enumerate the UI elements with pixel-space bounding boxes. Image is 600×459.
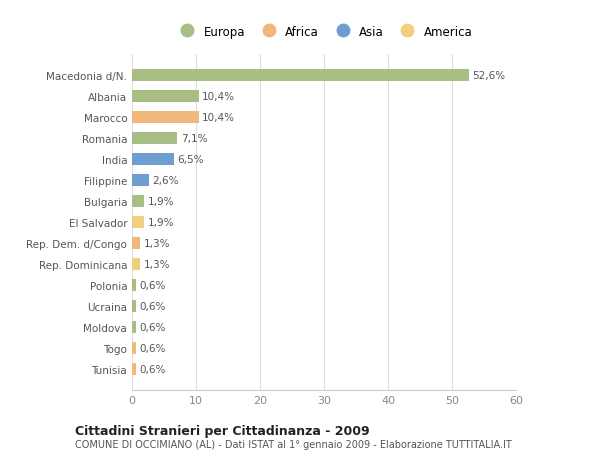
- Bar: [132, 322, 136, 333]
- Text: 0,6%: 0,6%: [139, 280, 166, 291]
- Bar: [132, 259, 140, 270]
- Text: 1,9%: 1,9%: [148, 218, 174, 228]
- Bar: [132, 301, 136, 312]
- Text: 52,6%: 52,6%: [472, 71, 505, 81]
- Bar: [132, 217, 144, 229]
- Bar: [132, 133, 178, 145]
- Bar: [132, 70, 469, 82]
- Text: 6,5%: 6,5%: [177, 155, 203, 165]
- Text: 1,3%: 1,3%: [143, 239, 170, 248]
- Text: 1,9%: 1,9%: [148, 197, 174, 207]
- Text: 7,1%: 7,1%: [181, 134, 207, 144]
- Bar: [132, 154, 173, 166]
- Text: Cittadini Stranieri per Cittadinanza - 2009: Cittadini Stranieri per Cittadinanza - 2…: [75, 424, 370, 437]
- Text: 1,3%: 1,3%: [143, 259, 170, 269]
- Text: 10,4%: 10,4%: [202, 113, 235, 123]
- Text: 0,6%: 0,6%: [139, 322, 166, 332]
- Text: 2,6%: 2,6%: [152, 176, 178, 186]
- Bar: [132, 175, 149, 186]
- Legend: Europa, Africa, Asia, America: Europa, Africa, Asia, America: [170, 21, 478, 43]
- Bar: [132, 196, 144, 207]
- Bar: [132, 112, 199, 123]
- Text: COMUNE DI OCCIMIANO (AL) - Dati ISTAT al 1° gennaio 2009 - Elaborazione TUTTITAL: COMUNE DI OCCIMIANO (AL) - Dati ISTAT al…: [75, 440, 512, 449]
- Bar: [132, 342, 136, 354]
- Text: 0,6%: 0,6%: [139, 364, 166, 374]
- Bar: [132, 91, 199, 103]
- Text: 10,4%: 10,4%: [202, 92, 235, 102]
- Text: 0,6%: 0,6%: [139, 302, 166, 311]
- Bar: [132, 364, 136, 375]
- Bar: [132, 280, 136, 291]
- Bar: [132, 238, 140, 249]
- Text: 0,6%: 0,6%: [139, 343, 166, 353]
